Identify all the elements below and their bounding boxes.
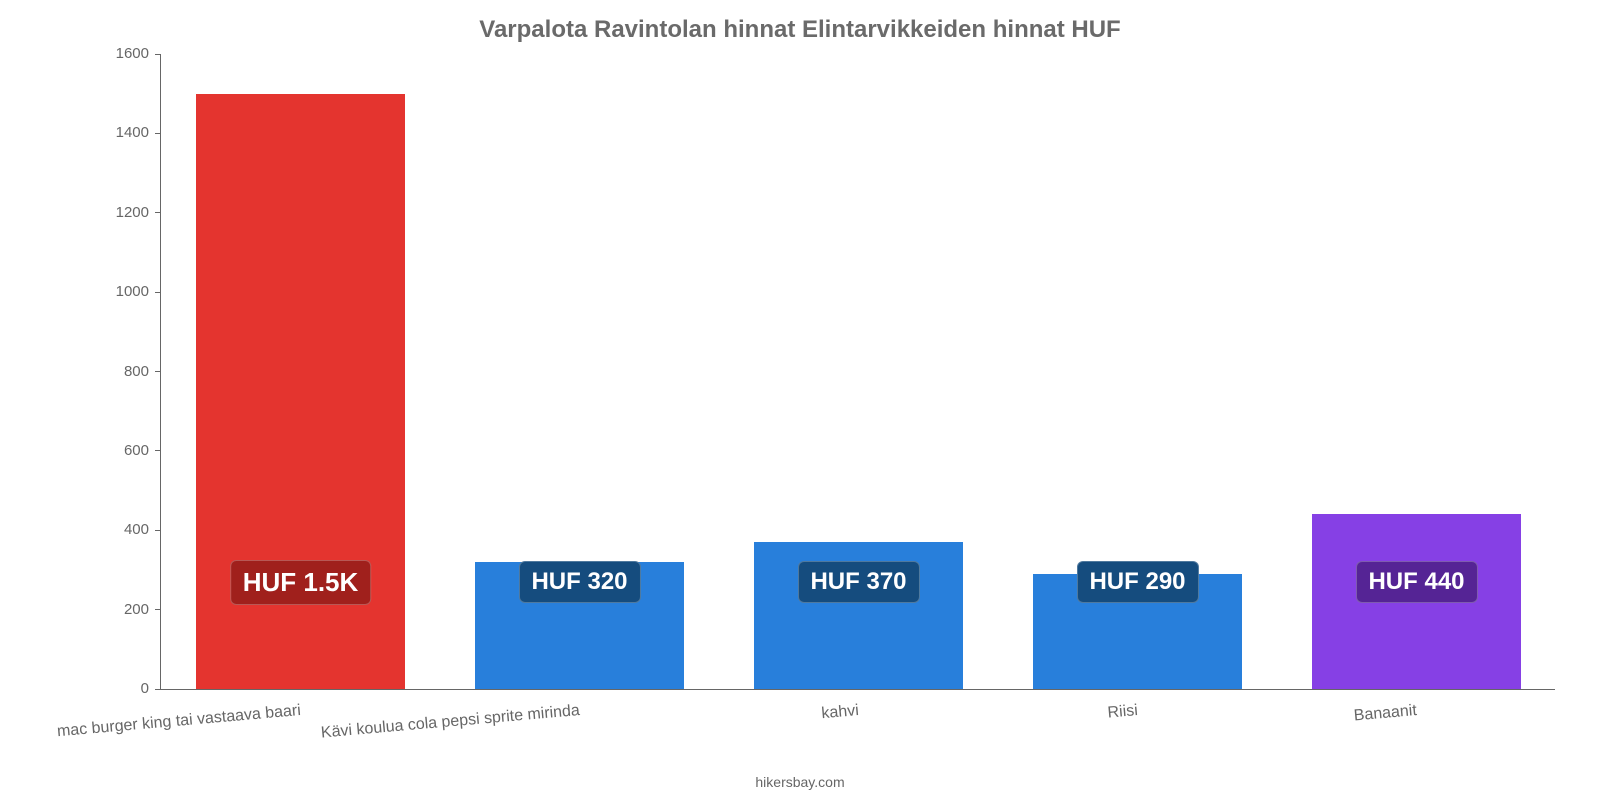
y-tick-mark (155, 689, 161, 690)
y-tick-mark (155, 371, 161, 372)
y-tick-mark (155, 54, 161, 55)
bar-value-badge: HUF 320 (518, 561, 640, 603)
x-category-label: Banaanit (1353, 702, 1418, 725)
bar-value-badge: HUF 290 (1076, 561, 1198, 603)
y-tick-label: 1600 (91, 45, 149, 62)
y-tick-label: 800 (91, 363, 149, 380)
y-tick-mark (155, 212, 161, 213)
chart-title: Varpalota Ravintolan hinnat Elintarvikke… (0, 16, 1600, 44)
chart-attribution: hikersbay.com (0, 774, 1600, 790)
y-tick-mark (155, 530, 161, 531)
y-tick-label: 200 (91, 601, 149, 618)
y-tick-mark (155, 450, 161, 451)
y-tick-label: 400 (91, 521, 149, 538)
y-tick-label: 600 (91, 442, 149, 459)
bar-value-badge: HUF 440 (1355, 561, 1477, 603)
y-tick-label: 1000 (91, 283, 149, 300)
y-tick-label: 1400 (91, 124, 149, 141)
x-category-label: Kävi koulua cola pepsi sprite mirinda (320, 702, 580, 743)
y-tick-label: 0 (91, 680, 149, 697)
y-tick-mark (155, 609, 161, 610)
bar-value-badge: HUF 370 (797, 561, 919, 603)
y-tick-mark (155, 133, 161, 134)
bar-value-badge: HUF 1.5K (230, 560, 372, 605)
y-tick-mark (155, 292, 161, 293)
x-category-label: kahvi (820, 702, 859, 723)
y-tick-label: 1200 (91, 204, 149, 221)
x-category-label: Riisi (1106, 702, 1138, 723)
x-category-label: mac burger king tai vastaava baari (56, 702, 301, 741)
chart-plot-area: 02004006008001000120014001600HUF 1.5KHUF… (160, 55, 1555, 690)
